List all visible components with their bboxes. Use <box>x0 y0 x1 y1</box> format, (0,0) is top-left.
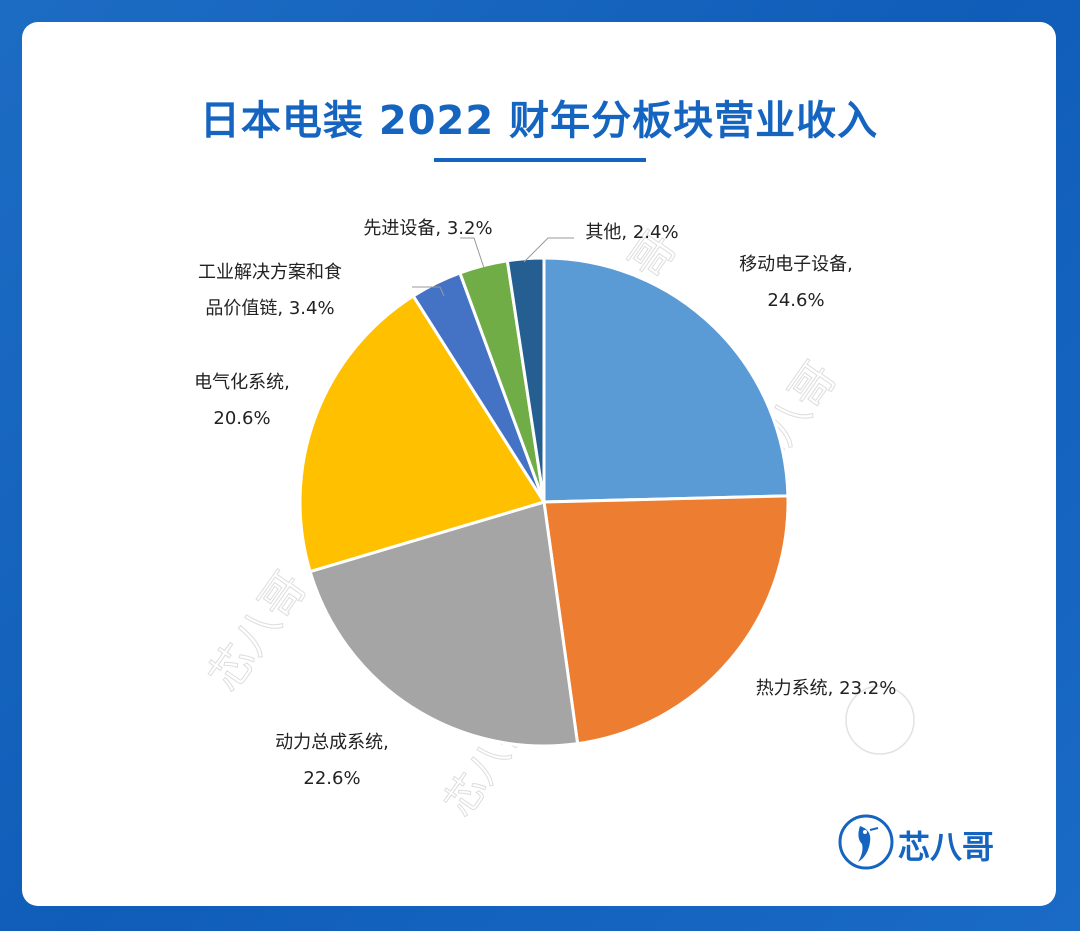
bird-logo-icon <box>838 814 894 870</box>
pie-slice <box>542 494 790 746</box>
brand-logo: 芯八哥 <box>838 812 1018 872</box>
watermark-text: 芯八哥 <box>199 563 316 700</box>
leader-line <box>412 286 445 297</box>
slice-label: 工业解决方案和食品价值链, 3.4% <box>198 262 342 319</box>
chart-title: 日本电装 2022 财年分板块营业收入 <box>199 98 879 144</box>
leader-lines <box>412 237 574 297</box>
pie-slice <box>505 256 546 503</box>
slice-labels: 移动电子设备, 24.6% 热力系统, 23.2% 动力总成系统, 22.6% 电气化系统… <box>194 218 896 789</box>
pie-slice <box>308 500 580 748</box>
pie-slice <box>298 293 547 574</box>
leader-line <box>460 237 485 269</box>
slice-label: 电气化系统, 20.6% <box>194 372 290 429</box>
slice-label: 动力总成系统, 22.6% <box>275 732 389 789</box>
pie-slice <box>542 256 790 504</box>
slice-label: 移动电子设备, 24.6% <box>739 254 853 311</box>
slice-label: 热力系统, 23.2% <box>756 678 897 699</box>
brand-name: 芯八哥 <box>898 828 995 866</box>
leader-line <box>523 237 574 263</box>
title-underline <box>434 158 646 162</box>
slice-label: 先进设备, 3.2% <box>363 218 492 239</box>
pie-slices <box>298 256 790 748</box>
slice-label: 其他, 2.4% <box>585 222 678 243</box>
watermark-logo-icon <box>845 685 915 755</box>
